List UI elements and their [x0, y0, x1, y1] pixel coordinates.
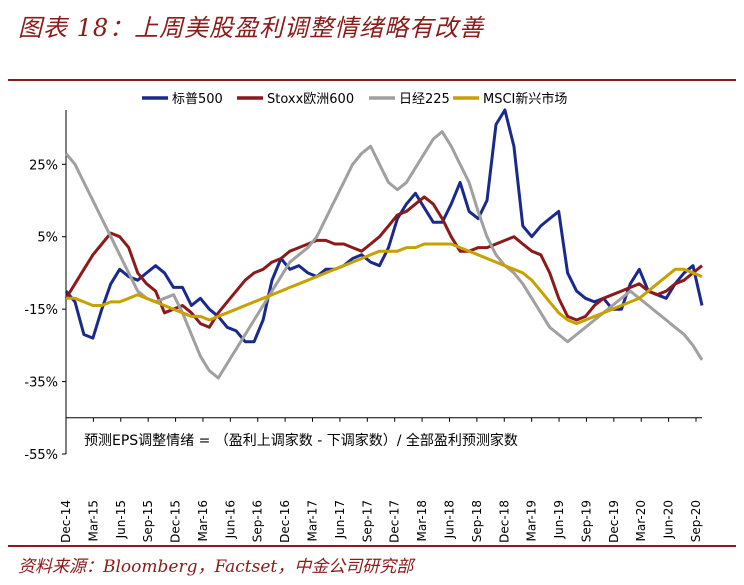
x-tick-label: Mar-20	[634, 500, 648, 541]
x-tick-label: Dec-17	[388, 500, 402, 543]
x-tick-label: Mar-17	[306, 500, 320, 541]
line-chart: 标普500 Stoxx欧洲600 日经225 MSCI新兴市场 25% 5% -15% -3…	[24, 91, 704, 543]
x-tick-label: Dec-14	[59, 500, 73, 543]
x-tick-label: Jun-19	[552, 500, 566, 539]
x-tick-label: Mar-15	[86, 500, 100, 541]
x-tick-label: Mar-16	[196, 500, 210, 541]
x-tick-label: Dec-18	[497, 500, 511, 543]
series-lines	[64, 108, 704, 380]
x-tick-label: Mar-18	[415, 500, 429, 541]
legend-label: MSCI新兴市场	[483, 91, 567, 107]
source-note: 资料来源：Bloomberg，Factset，中金公司研究部	[18, 557, 414, 577]
y-tick-label: 25%	[29, 158, 58, 173]
x-tick-label: Sep-15	[141, 500, 155, 542]
y-tick-label: -55%	[24, 448, 58, 463]
x-tick-label: Jun-17	[333, 500, 347, 539]
chart-axes: 25% 5% -15% -35% -55% Dec-14 Mar-15 Jun-15 Sep-1…	[24, 110, 703, 543]
figure-title: 图表 18：上周美股盈利调整情绪略有改善	[18, 14, 485, 42]
x-tick-label: Jun-20	[662, 500, 676, 539]
bottom-rule	[8, 545, 736, 547]
series-line	[64, 108, 704, 344]
series-line	[64, 195, 703, 329]
x-tick-label: Sep-19	[579, 500, 593, 542]
y-tick-label: -15%	[24, 303, 58, 318]
legend-label: 日经225	[399, 92, 450, 107]
chart-legend: 标普500 Stoxx欧洲600 日经225 MSCI新兴市场	[142, 91, 567, 107]
x-tick-label: Jun-18	[442, 500, 456, 539]
x-tick-label: Mar-19	[525, 500, 539, 541]
x-tick-label: Dec-15	[169, 500, 183, 543]
x-tick-label: Sep-16	[251, 500, 265, 542]
x-tick-label: Sep-20	[689, 500, 703, 542]
x-tick-label: Sep-17	[360, 500, 374, 542]
y-tick-label: 5%	[37, 231, 58, 246]
x-tick-label: Dec-16	[278, 500, 292, 543]
series-line	[66, 242, 703, 326]
x-tick-label: Jun-15	[114, 500, 128, 539]
legend-label: Stoxx欧洲600	[267, 92, 354, 107]
series-line	[64, 130, 704, 380]
x-tick-label: Jun-16	[223, 500, 237, 539]
chart-annotation: 预测EPS调整情绪 = （盈利上调家数 - 下调家数）/ 全部盈利预测家数	[84, 432, 518, 449]
x-tick-label: Sep-18	[470, 500, 484, 542]
x-tick-label: Dec-19	[607, 500, 621, 543]
top-rule	[8, 79, 736, 81]
legend-label: 标普500	[172, 92, 223, 107]
y-tick-label: -35%	[24, 376, 58, 391]
